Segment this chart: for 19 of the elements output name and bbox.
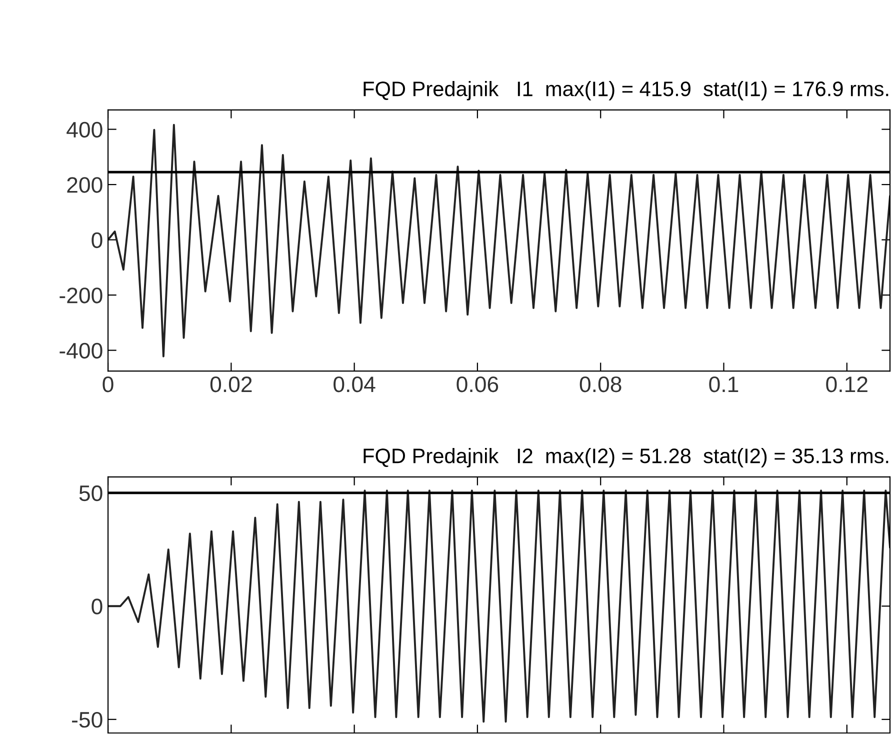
x-tick-label: 0.04: [334, 376, 376, 392]
x-tick-label: 0.02: [210, 376, 252, 392]
y-tick-label: 200: [67, 177, 102, 193]
y-tick-label: -200: [60, 288, 102, 304]
x-tick-label: 0: [102, 376, 114, 392]
y-tick-label: 0: [92, 232, 102, 248]
y-tick-label: 400: [66, 122, 102, 138]
chart-title: FQD Predajnik I2 max(I2) = 51.28 stat(I2) = 35.13 rms.: [364, 448, 888, 468]
y-tick-label: 50: [79, 485, 102, 502]
x-tick-label: 0.06: [456, 376, 498, 392]
y-tick-label: -50: [72, 712, 102, 728]
chart-title: FQD Predajnik I1 max(I1) = 415.9 stat(I1) = 176.9 rms.: [364, 80, 888, 100]
y-tick-label: 0: [92, 598, 102, 614]
x-tick-label: 0.08: [580, 376, 622, 392]
line-series: [108, 124, 890, 358]
line-series: [108, 490, 890, 723]
x-tick-label: 0.1: [709, 376, 738, 392]
y-tick-label: -400: [60, 342, 102, 359]
x-tick-label: 0.12: [826, 376, 868, 392]
